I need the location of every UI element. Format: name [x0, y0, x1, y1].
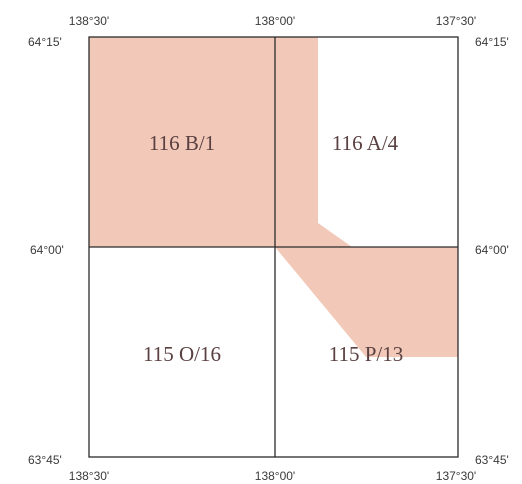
sheet-label-116-b-1: 116 B/1: [149, 131, 215, 155]
map-grid: [88, 36, 459, 458]
shaded-region-ne: [275, 37, 352, 247]
lon-label-top-center: 138°00': [255, 14, 295, 28]
lat-label-right-middle: 64°00': [475, 243, 509, 257]
lat-label-left-north: 64°15': [28, 35, 62, 49]
lon-label-bottom-center: 138°00': [255, 469, 295, 483]
lat-label-left-middle: 64°00': [30, 243, 64, 257]
sheet-label-115-p-13: 115 P/13: [329, 342, 403, 366]
lon-label-bottom-west: 138°30': [69, 469, 109, 483]
shaded-region-nw: [89, 37, 275, 247]
lon-label-bottom-east: 137°30': [436, 469, 476, 483]
sheet-label-116-a-4: 116 A/4: [332, 131, 399, 155]
lat-label-left-south: 63°45': [28, 453, 62, 467]
shaded-coverage-area: [89, 37, 458, 357]
lon-label-top-east: 137°30': [436, 14, 476, 28]
lon-label-top-west: 138°30': [69, 14, 109, 28]
shaded-region-se: [275, 247, 458, 357]
sheet-label-115-o-16: 115 O/16: [143, 342, 221, 366]
lat-label-right-south: 63°45': [475, 453, 509, 467]
lat-label-right-north: 64°15': [475, 35, 509, 49]
